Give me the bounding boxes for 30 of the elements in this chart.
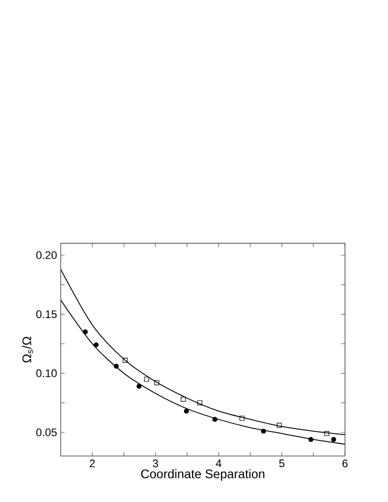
point [144, 376, 150, 382]
y-tick-label: 0.10 [36, 369, 57, 378]
point [82, 329, 88, 334]
y-tick-label: 0.20 [36, 251, 57, 259]
point [276, 422, 282, 428]
point [240, 416, 245, 421]
y-tick-label: 0.15 [36, 310, 57, 318]
x-tick-label: 4 [216, 460, 222, 468]
point [212, 416, 218, 422]
x-tick-label: 5 [279, 460, 284, 468]
point [308, 436, 314, 442]
x-tick-label: 2 [90, 460, 95, 468]
point [184, 408, 189, 414]
y-axis-title: Ω$_{s}$/Ω [22, 336, 33, 363]
x-axis-title: Coordinate Separation [141, 469, 264, 481]
point [197, 400, 202, 406]
point [180, 396, 186, 402]
point [154, 380, 160, 386]
point [324, 431, 330, 436]
point [331, 436, 336, 442]
line-series [60, 268, 345, 436]
y-tick-label: 0.05 [36, 428, 57, 436]
point [261, 428, 266, 434]
x-tick-label: 3 [152, 460, 158, 468]
point [94, 342, 99, 348]
point [122, 358, 128, 363]
point [114, 364, 119, 369]
point [136, 384, 142, 389]
x-tick-label: 6 [342, 460, 348, 468]
line-series [60, 300, 345, 445]
